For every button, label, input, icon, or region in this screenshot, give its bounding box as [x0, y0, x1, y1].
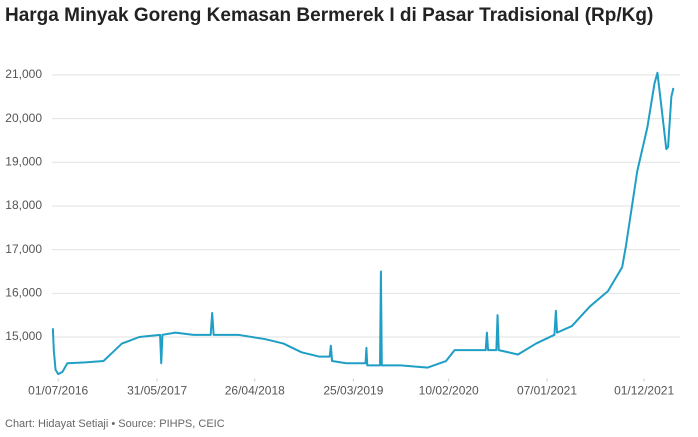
y-tick-label: 16,000: [5, 285, 42, 299]
source-note: Chart: Hidayat Setiaji • Source: PIHPS, …: [5, 418, 225, 430]
x-tick-label: 01/07/2016: [28, 384, 88, 398]
x-tick-label: 01/12/2021: [614, 384, 674, 398]
y-tick-label: 15,000: [5, 329, 42, 343]
y-tick-label: 17,000: [5, 242, 42, 256]
y-tick-label: 19,000: [5, 154, 42, 168]
x-tick-label: 07/01/2021: [517, 384, 577, 398]
y-tick-label: 20,000: [5, 111, 42, 125]
line-series: [51, 71, 675, 376]
y-tick-label: 18,000: [5, 198, 42, 212]
x-tick-label: 31/05/2017: [127, 384, 187, 398]
x-tick-label: 10/02/2020: [419, 384, 479, 398]
chart-title: Harga Minyak Goreng Kemasan Bermerek I d…: [5, 5, 654, 26]
x-tick-label: 25/03/2019: [323, 384, 383, 398]
y-tick-label: 21,000: [5, 67, 42, 81]
x-tick-label: 26/04/2018: [225, 384, 285, 398]
